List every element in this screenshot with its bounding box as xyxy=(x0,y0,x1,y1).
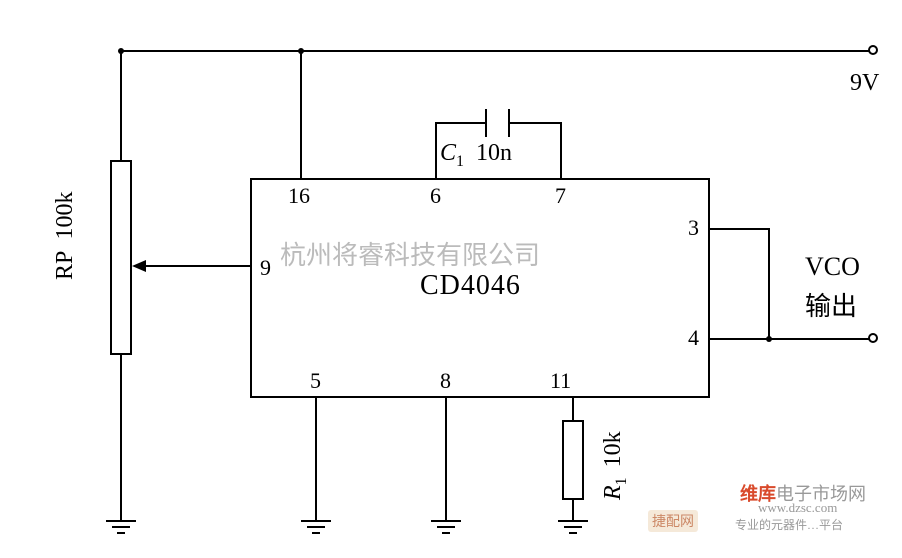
node-pin4-junction xyxy=(766,336,772,342)
label-c1-value: 10n xyxy=(476,140,512,166)
label-r1-value: 10k xyxy=(600,431,626,467)
wire-pin7-up xyxy=(560,122,562,178)
pin-4: 4 xyxy=(688,325,699,351)
pin-6: 6 xyxy=(430,183,441,209)
label-r1: R1 10k xyxy=(600,431,631,500)
wire-rail-to-pin16 xyxy=(300,50,302,178)
ground-pin8-icon xyxy=(431,520,461,536)
pin-3: 3 xyxy=(688,215,699,241)
resistor-r1 xyxy=(562,420,584,500)
pin-8: 8 xyxy=(440,368,451,394)
pin-9: 9 xyxy=(260,255,271,281)
pin-5: 5 xyxy=(310,368,321,394)
watermark-center: 杭州将睿科技有限公司 xyxy=(280,235,540,272)
pin-16: 16 xyxy=(288,183,310,209)
ground-pin5-icon xyxy=(301,520,331,536)
label-rp-name: RP xyxy=(52,252,78,280)
label-c1: C1 10n xyxy=(440,140,512,171)
wire-pin8-down xyxy=(445,398,447,520)
potentiometer-wiper-arrow-icon xyxy=(132,256,192,276)
wire-cap-right xyxy=(510,122,562,124)
wire-cap-left xyxy=(435,122,485,124)
terminal-vco-out xyxy=(868,333,878,343)
pin-7: 7 xyxy=(555,183,566,209)
pin-11: 11 xyxy=(550,368,571,394)
label-rp-ref: RP 100k xyxy=(52,192,79,280)
wire-rail-to-rp xyxy=(120,50,122,162)
label-rp-value: 100k xyxy=(52,192,78,240)
node-rail-junction xyxy=(118,48,124,54)
label-vco: VCO xyxy=(805,252,860,282)
node-rail-pin16 xyxy=(298,48,304,54)
wire-pin5-down xyxy=(315,398,317,520)
terminal-9v xyxy=(868,45,878,55)
watermark-stamp: 捷配网 xyxy=(648,510,698,532)
wire-pin11-to-r1 xyxy=(572,398,574,422)
wire-pin3-to-4 xyxy=(768,228,770,340)
wire-pin6-up xyxy=(435,122,437,178)
watermark-tagline: 专业的元器件…平台 xyxy=(735,516,843,533)
ground-r1-icon xyxy=(558,520,588,536)
ic-name-label: CD4046 xyxy=(420,270,521,302)
label-c1-sub: 1 xyxy=(456,153,464,170)
label-r1-sub: 1 xyxy=(613,477,630,485)
wire-pin4-out xyxy=(710,338,870,340)
wire-pin3-out xyxy=(710,228,770,230)
capacitor-plate-right-icon xyxy=(508,109,510,137)
wire-rp-bottom xyxy=(120,355,122,520)
label-9v: 9V xyxy=(850,70,879,97)
watermark-url: www.dzsc.com xyxy=(758,500,837,516)
label-r1-ref: R xyxy=(600,485,626,500)
capacitor-plate-left-icon xyxy=(485,109,487,137)
wire-r1-to-gnd xyxy=(572,500,574,520)
wire-wiper-to-pin9 xyxy=(188,265,250,267)
label-c1-ref: C xyxy=(440,140,456,166)
ground-rp-icon xyxy=(106,520,136,536)
label-output-cn: 输出 xyxy=(805,286,857,323)
potentiometer-rp xyxy=(110,160,132,355)
wire-supply-rail xyxy=(120,50,870,52)
